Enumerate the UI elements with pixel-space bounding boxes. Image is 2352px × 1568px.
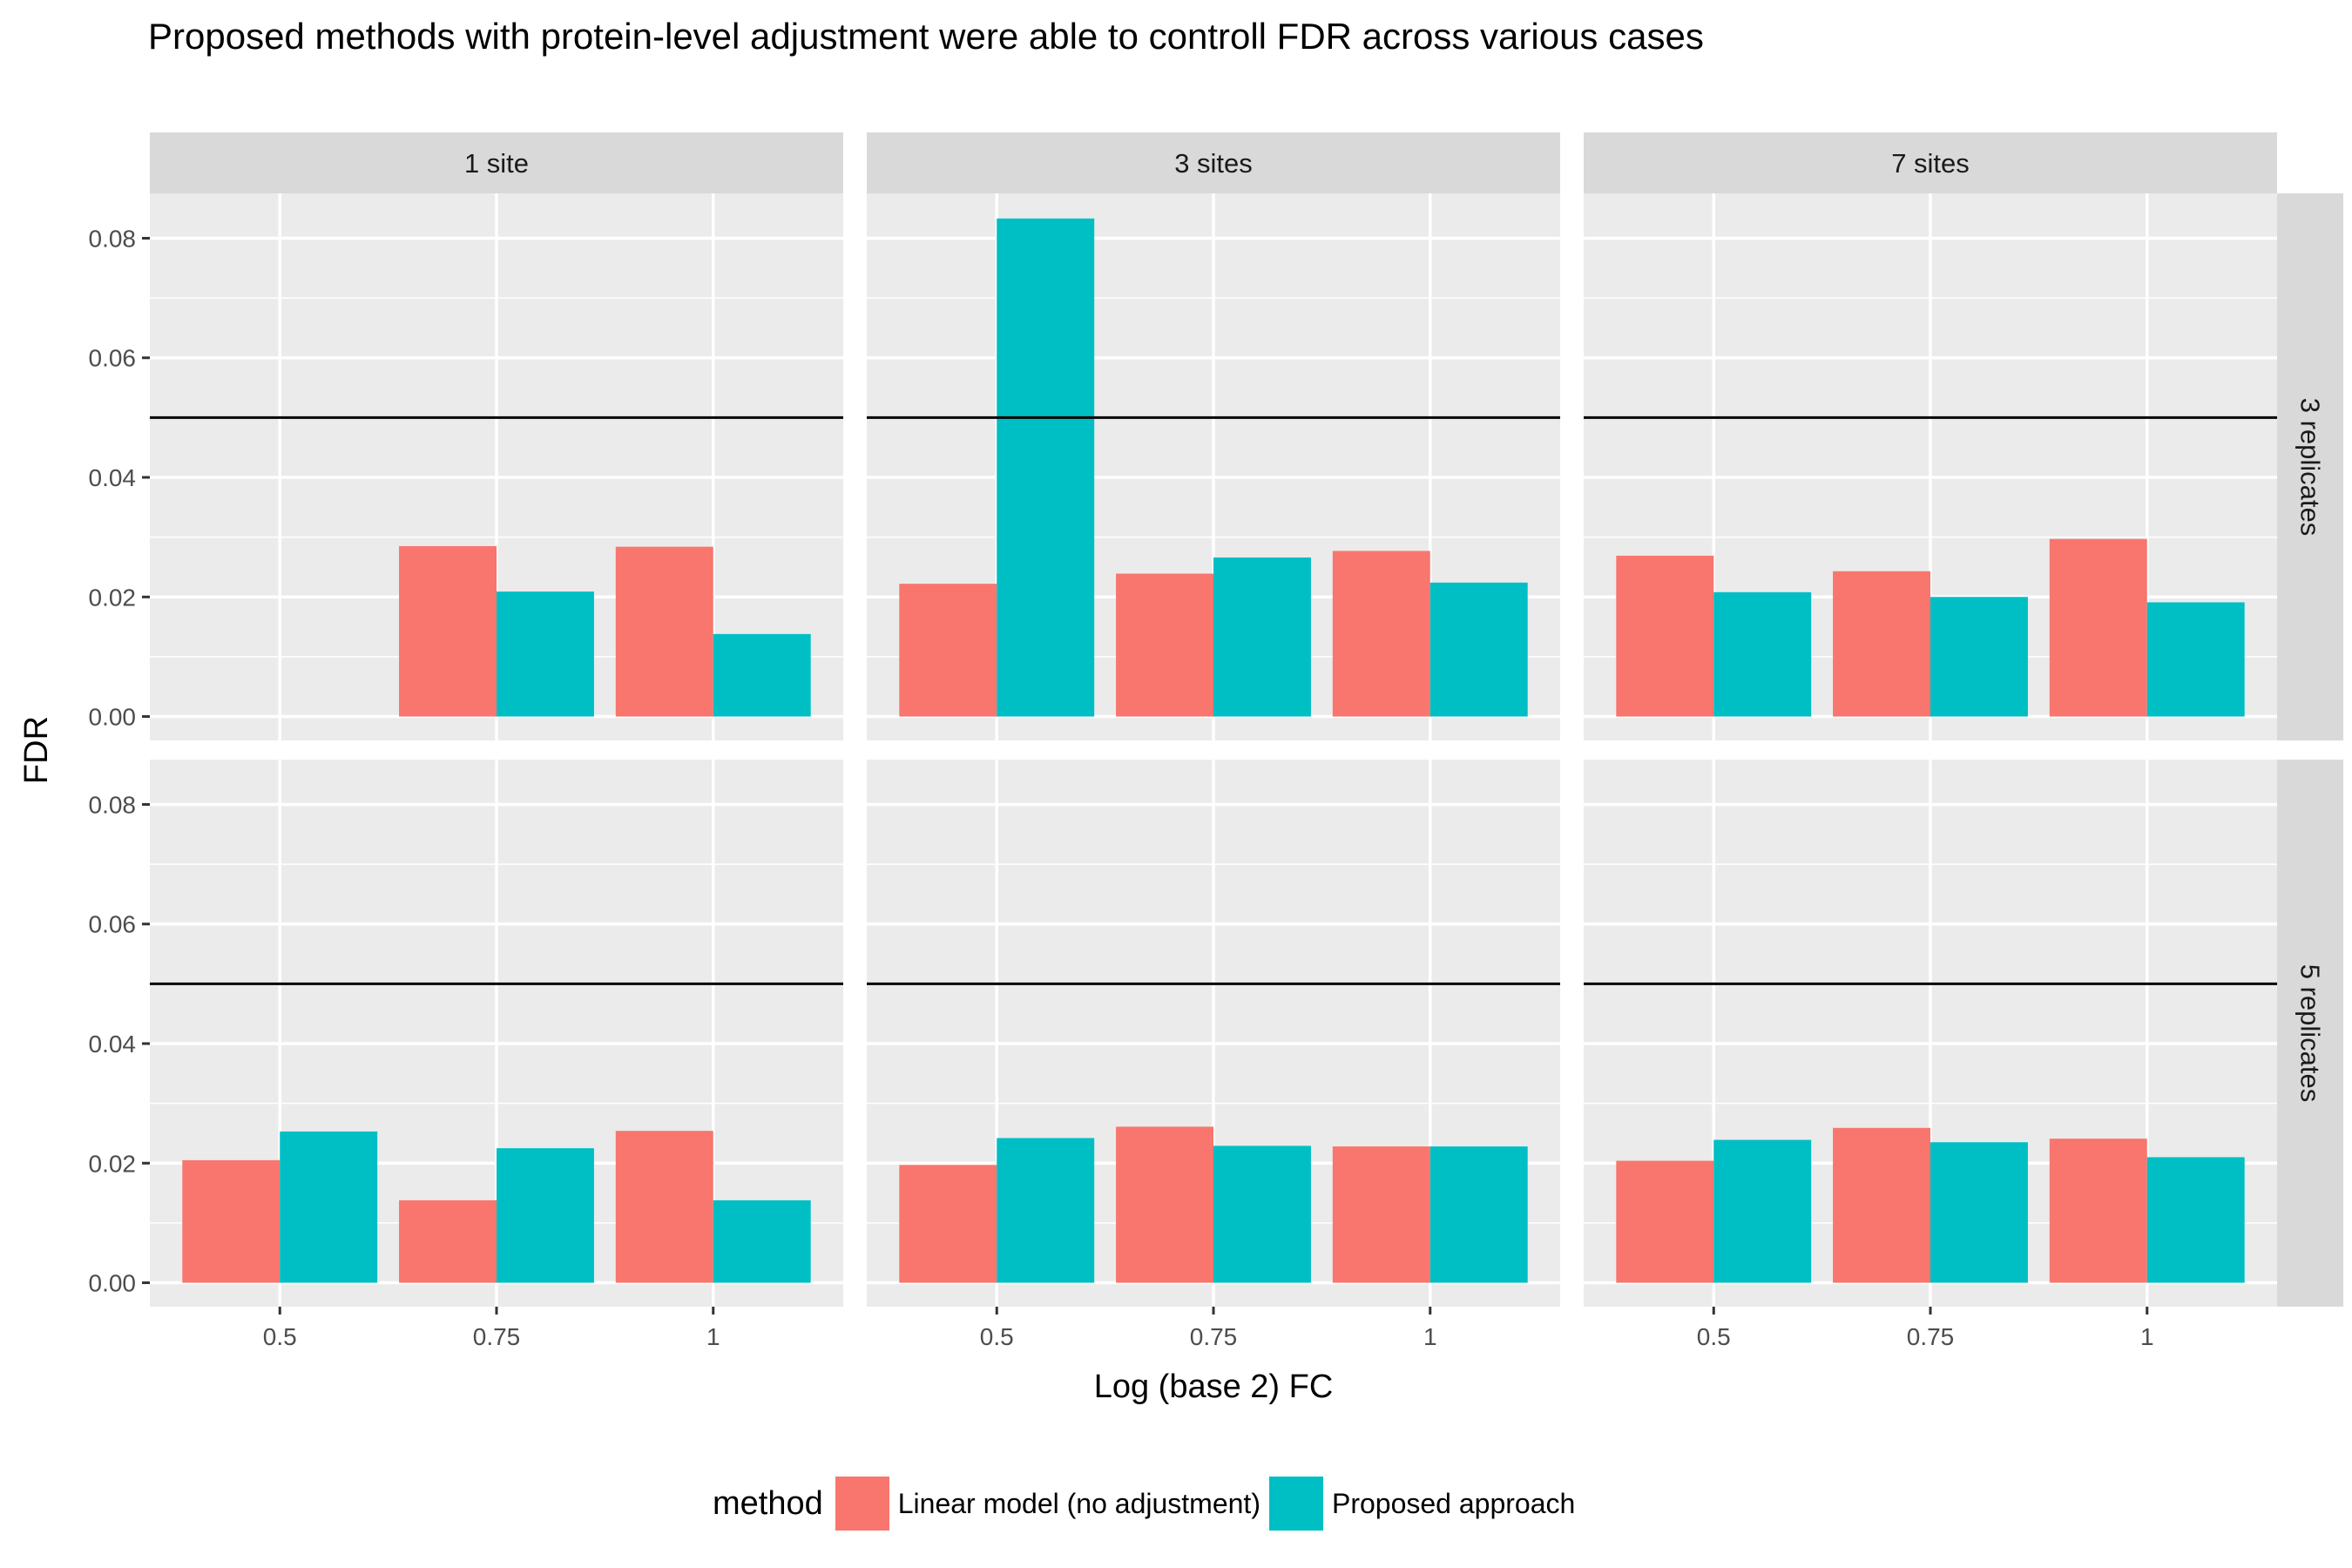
facet-label-3-sites: 3 sites: [1174, 148, 1253, 179]
bar-1-site-5-replicates-proposed-approach-0-5: [280, 1131, 378, 1283]
y-tick-label: 0.08: [89, 791, 137, 818]
bar-1-site-5-replicates-linear-model-no-adjustment-0-75: [399, 1200, 497, 1283]
x-tick-label: 1: [706, 1323, 720, 1350]
bar-3-sites-3-replicates-proposed-approach-0-75: [1213, 557, 1311, 717]
x-tick-label: 0.5: [980, 1323, 1014, 1350]
facet-strip-3-sites: [867, 132, 1560, 193]
bar-7-sites-3-replicates-proposed-approach-0-5: [1713, 591, 1812, 717]
bar-3-sites-3-replicates-proposed-approach-1: [1429, 582, 1528, 717]
legend-item-linear-model: Linear model (no adjustment): [835, 1477, 1260, 1531]
bar-1-site-5-replicates-proposed-approach-1: [713, 1200, 811, 1283]
bar-1-site-5-replicates-linear-model-no-adjustment-1: [615, 1131, 713, 1283]
legend-label-proposed-approach: Proposed approach: [1331, 1487, 1576, 1519]
bar-3-sites-5-replicates-proposed-approach-0-75: [1213, 1146, 1311, 1283]
facet-label-3-replicates: 3 replicates: [2295, 398, 2326, 537]
y-axis-title: FDR: [18, 716, 55, 784]
bar-7-sites-3-replicates-linear-model-no-adjustment-0-5: [1616, 555, 1714, 717]
bar-1-site-3-replicates-linear-model-no-adjustment-0-75: [399, 545, 497, 717]
legend-title: method: [713, 1484, 823, 1522]
bar-1-site-3-replicates-linear-model-no-adjustment-1: [615, 546, 713, 717]
x-tick-label: 0.5: [263, 1323, 297, 1350]
y-tick-label: 0.06: [89, 345, 137, 372]
legend-label-linear-model: Linear model (no adjustment): [897, 1487, 1260, 1519]
y-tick-label: 0.04: [89, 464, 137, 491]
bar-7-sites-5-replicates-proposed-approach-0-5: [1713, 1139, 1812, 1283]
y-tick-label: 0.04: [89, 1031, 137, 1058]
legend-item-proposed-approach: Proposed approach: [1268, 1477, 1576, 1531]
bar-7-sites-3-replicates-proposed-approach-1: [2146, 602, 2245, 717]
bar-3-sites-3-replicates-linear-model-no-adjustment-0-5: [899, 584, 997, 717]
bar-3-sites-5-replicates-proposed-approach-1: [1429, 1146, 1528, 1283]
bar-1-site-5-replicates-proposed-approach-0-75: [497, 1148, 594, 1283]
facet-strip-7-sites: [1584, 132, 2277, 193]
legend-key-linear-model: [835, 1477, 889, 1531]
x-tick-label: 0.5: [1697, 1323, 1731, 1350]
bar-3-sites-3-replicates-linear-model-no-adjustment-0-75: [1116, 573, 1213, 717]
bar-1-site-3-replicates-proposed-approach-0-75: [497, 591, 594, 717]
bar-3-sites-5-replicates-linear-model-no-adjustment-1: [1332, 1146, 1430, 1283]
facet-label-7-sites: 7 sites: [1891, 148, 1970, 179]
bar-7-sites-5-replicates-linear-model-no-adjustment-0-5: [1616, 1160, 1714, 1283]
x-tick-label: 0.75: [1190, 1323, 1238, 1350]
bar-3-sites-5-replicates-linear-model-no-adjustment-0-75: [1116, 1126, 1213, 1283]
chart-title: Proposed methods with protein-level adju…: [148, 16, 1704, 57]
bar-3-sites-3-replicates-linear-model-no-adjustment-1: [1332, 551, 1430, 717]
x-tick-label: 1: [1423, 1323, 1437, 1350]
x-tick-label: 0.75: [473, 1323, 521, 1350]
bar-1-site-5-replicates-linear-model-no-adjustment-0-5: [182, 1159, 280, 1283]
y-tick-label: 0.00: [89, 1270, 137, 1297]
y-tick-label: 0.08: [89, 225, 137, 252]
x-tick-label: 1: [2140, 1323, 2154, 1350]
bar-7-sites-5-replicates-proposed-approach-0-75: [1930, 1142, 2028, 1283]
facet-strip-1-site: [150, 132, 843, 193]
bar-7-sites-5-replicates-proposed-approach-1: [2146, 1157, 2245, 1283]
legend: method Linear model (no adjustment) Prop…: [713, 1474, 1584, 1533]
bar-7-sites-5-replicates-linear-model-no-adjustment-0-75: [1833, 1127, 1930, 1283]
y-tick-label: 0.02: [89, 584, 137, 611]
facet-label-5-replicates: 5 replicates: [2295, 964, 2326, 1103]
bar-1-site-3-replicates-proposed-approach-1: [713, 633, 811, 717]
bar-3-sites-5-replicates-proposed-approach-0-5: [997, 1138, 1095, 1283]
legend-key-proposed-approach: [1268, 1477, 1323, 1531]
y-tick-label: 0.02: [89, 1150, 137, 1177]
bar-7-sites-5-replicates-linear-model-no-adjustment-1: [2049, 1139, 2147, 1283]
x-axis-title: Log (base 2) FC: [1094, 1369, 1334, 1405]
y-tick-label: 0.06: [89, 911, 137, 938]
bar-3-sites-3-replicates-proposed-approach-0-5: [997, 218, 1095, 717]
y-tick-label: 0.00: [89, 704, 137, 731]
facet-strip-5-replicates: [2277, 760, 2343, 1307]
bar-7-sites-3-replicates-linear-model-no-adjustment-1: [2049, 538, 2147, 717]
bar-3-sites-5-replicates-linear-model-no-adjustment-0-5: [899, 1165, 997, 1283]
bar-7-sites-3-replicates-linear-model-no-adjustment-0-75: [1833, 571, 1930, 717]
facet-label-1-site: 1 site: [464, 148, 529, 179]
facet-strip-3-replicates: [2277, 193, 2343, 740]
bar-7-sites-3-replicates-proposed-approach-0-75: [1930, 597, 2028, 717]
x-tick-label: 0.75: [1907, 1323, 1955, 1350]
